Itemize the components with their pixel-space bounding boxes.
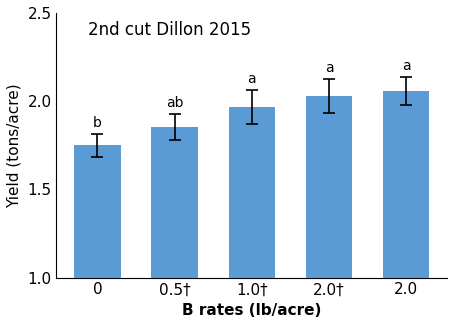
Text: b: b <box>93 116 102 130</box>
Bar <box>152 127 198 325</box>
X-axis label: B rates (lb/acre): B rates (lb/acre) <box>182 303 321 318</box>
Text: ab: ab <box>166 96 183 110</box>
Text: a: a <box>247 72 256 86</box>
Text: a: a <box>402 59 410 73</box>
Text: 2nd cut Dillon 2015: 2nd cut Dillon 2015 <box>88 21 251 39</box>
Bar <box>74 145 121 325</box>
Bar <box>383 91 429 325</box>
Bar <box>306 96 352 325</box>
Y-axis label: Yield (tons/acre): Yield (tons/acre) <box>7 83 22 208</box>
Text: a: a <box>325 61 333 75</box>
Bar <box>229 107 275 325</box>
